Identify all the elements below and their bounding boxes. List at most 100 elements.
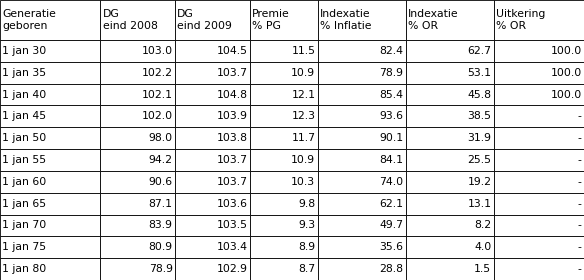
Bar [493, 40, 584, 62]
Text: 100.0: 100.0 [550, 46, 582, 56]
Bar [175, 258, 249, 280]
Text: -: - [578, 177, 582, 187]
Text: Uitkering
% OR: Uitkering % OR [496, 9, 545, 31]
Text: -: - [578, 220, 582, 230]
Bar [249, 106, 318, 127]
Text: 104.8: 104.8 [216, 90, 247, 100]
Text: 1 jan 75: 1 jan 75 [2, 242, 47, 252]
Text: -: - [578, 199, 582, 209]
Bar [175, 40, 249, 62]
Text: 8.7: 8.7 [298, 264, 315, 274]
Bar [175, 214, 249, 236]
Bar [406, 106, 493, 127]
Text: Generatie
geboren: Generatie geboren [2, 9, 56, 31]
Text: 35.6: 35.6 [380, 242, 404, 252]
Text: 103.9: 103.9 [216, 111, 247, 121]
Text: 38.5: 38.5 [467, 111, 491, 121]
Bar [318, 0, 406, 40]
Text: 90.6: 90.6 [148, 177, 173, 187]
Bar [406, 171, 493, 193]
Bar [406, 84, 493, 106]
Text: DG
eind 2009: DG eind 2009 [178, 9, 232, 31]
Bar [0, 214, 100, 236]
Text: 103.6: 103.6 [216, 199, 247, 209]
Bar [249, 0, 318, 40]
Text: 8.2: 8.2 [474, 220, 491, 230]
Text: DG
eind 2008: DG eind 2008 [103, 9, 158, 31]
Text: 31.9: 31.9 [467, 133, 491, 143]
Bar [318, 258, 406, 280]
Text: 62.7: 62.7 [467, 46, 491, 56]
Text: -: - [578, 264, 582, 274]
Text: 87.1: 87.1 [149, 199, 173, 209]
Text: 25.5: 25.5 [467, 155, 491, 165]
Text: -: - [578, 111, 582, 121]
Bar [249, 62, 318, 84]
Bar [249, 40, 318, 62]
Text: 103.7: 103.7 [216, 155, 247, 165]
Bar [175, 106, 249, 127]
Bar [100, 214, 175, 236]
Bar [0, 236, 100, 258]
Bar [493, 127, 584, 149]
Text: 1 jan 40: 1 jan 40 [2, 90, 47, 100]
Text: 100.0: 100.0 [550, 90, 582, 100]
Text: 10.3: 10.3 [291, 177, 315, 187]
Bar [318, 193, 406, 214]
Bar [0, 193, 100, 214]
Text: 12.3: 12.3 [291, 111, 315, 121]
Bar [493, 84, 584, 106]
Bar [249, 84, 318, 106]
Text: 11.5: 11.5 [291, 46, 315, 56]
Text: 9.3: 9.3 [298, 220, 315, 230]
Text: 8.9: 8.9 [298, 242, 315, 252]
Bar [0, 62, 100, 84]
Text: 80.9: 80.9 [148, 242, 173, 252]
Bar [318, 171, 406, 193]
Bar [175, 171, 249, 193]
Text: 1 jan 70: 1 jan 70 [2, 220, 47, 230]
Text: 10.9: 10.9 [291, 155, 315, 165]
Bar [493, 0, 584, 40]
Bar [100, 0, 175, 40]
Text: 104.5: 104.5 [216, 46, 247, 56]
Text: 102.1: 102.1 [142, 90, 173, 100]
Text: 85.4: 85.4 [380, 90, 404, 100]
Text: 102.0: 102.0 [141, 111, 173, 121]
Text: 103.5: 103.5 [216, 220, 247, 230]
Text: 10.9: 10.9 [291, 68, 315, 78]
Text: Premie
% PG: Premie % PG [252, 9, 290, 31]
Bar [0, 106, 100, 127]
Bar [249, 171, 318, 193]
Bar [175, 149, 249, 171]
Text: 103.4: 103.4 [216, 242, 247, 252]
Text: 100.0: 100.0 [550, 68, 582, 78]
Bar [493, 214, 584, 236]
Bar [318, 62, 406, 84]
Bar [493, 149, 584, 171]
Bar [0, 84, 100, 106]
Text: 103.8: 103.8 [216, 133, 247, 143]
Text: 103.0: 103.0 [141, 46, 173, 56]
Bar [318, 106, 406, 127]
Bar [493, 236, 584, 258]
Bar [318, 236, 406, 258]
Bar [0, 149, 100, 171]
Bar [318, 214, 406, 236]
Text: 53.1: 53.1 [467, 68, 491, 78]
Text: 1.5: 1.5 [474, 264, 491, 274]
Text: 1 jan 45: 1 jan 45 [2, 111, 47, 121]
Bar [100, 62, 175, 84]
Text: Indexatie
% OR: Indexatie % OR [408, 9, 458, 31]
Bar [100, 236, 175, 258]
Bar [406, 258, 493, 280]
Bar [100, 193, 175, 214]
Text: 94.2: 94.2 [149, 155, 173, 165]
Text: 78.9: 78.9 [149, 264, 173, 274]
Bar [100, 258, 175, 280]
Bar [0, 171, 100, 193]
Bar [249, 193, 318, 214]
Bar [493, 62, 584, 84]
Text: 13.1: 13.1 [467, 199, 491, 209]
Text: 62.1: 62.1 [380, 199, 404, 209]
